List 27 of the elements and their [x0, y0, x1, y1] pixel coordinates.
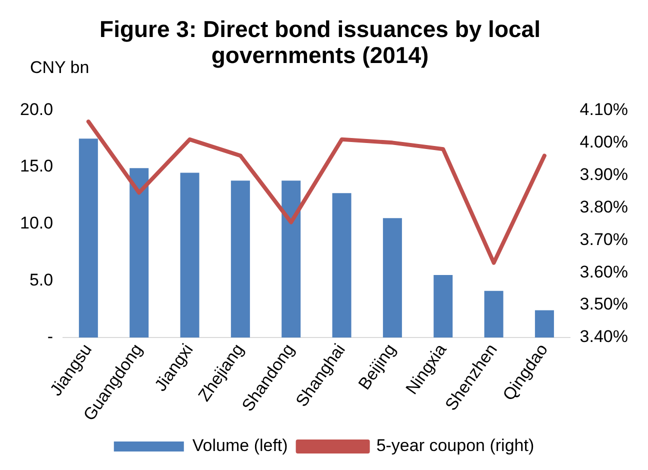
bar	[484, 290, 504, 338]
y2-tick-label: 3.70%	[580, 230, 628, 249]
bar	[382, 218, 402, 338]
y-axis-title: CNY bn	[30, 58, 90, 78]
y-tick-label: 10.0	[20, 214, 54, 233]
y2-tick-label: 3.40%	[580, 327, 628, 346]
bar	[434, 275, 453, 338]
y2-tick-label: 4.00%	[580, 132, 628, 152]
bar	[130, 168, 149, 338]
y-tick-label: -	[47, 327, 54, 346]
bar	[534, 310, 554, 338]
bar	[78, 138, 98, 338]
y2-tick-label: 4.10%	[580, 100, 628, 119]
y2-tick-label: 3.80%	[580, 197, 628, 216]
legend-label: 5-year coupon (right)	[376, 436, 534, 456]
y2-tick-label: 3.60%	[580, 262, 628, 282]
bar	[282, 180, 301, 338]
chart-title: Figure 3: Direct bond issuances by local governments (2014)	[100, 16, 540, 68]
bar	[332, 193, 352, 338]
bar	[180, 172, 200, 338]
y-tick-label: 20.0	[20, 100, 54, 119]
legend-label: Volume (left)	[192, 436, 288, 456]
y-tick-label: 15.0	[20, 156, 54, 176]
y-tick-label: 5.0	[29, 270, 54, 290]
y2-tick-label: 3.50%	[580, 294, 628, 314]
bar	[230, 180, 250, 338]
y2-tick-label: 3.90%	[580, 164, 628, 184]
